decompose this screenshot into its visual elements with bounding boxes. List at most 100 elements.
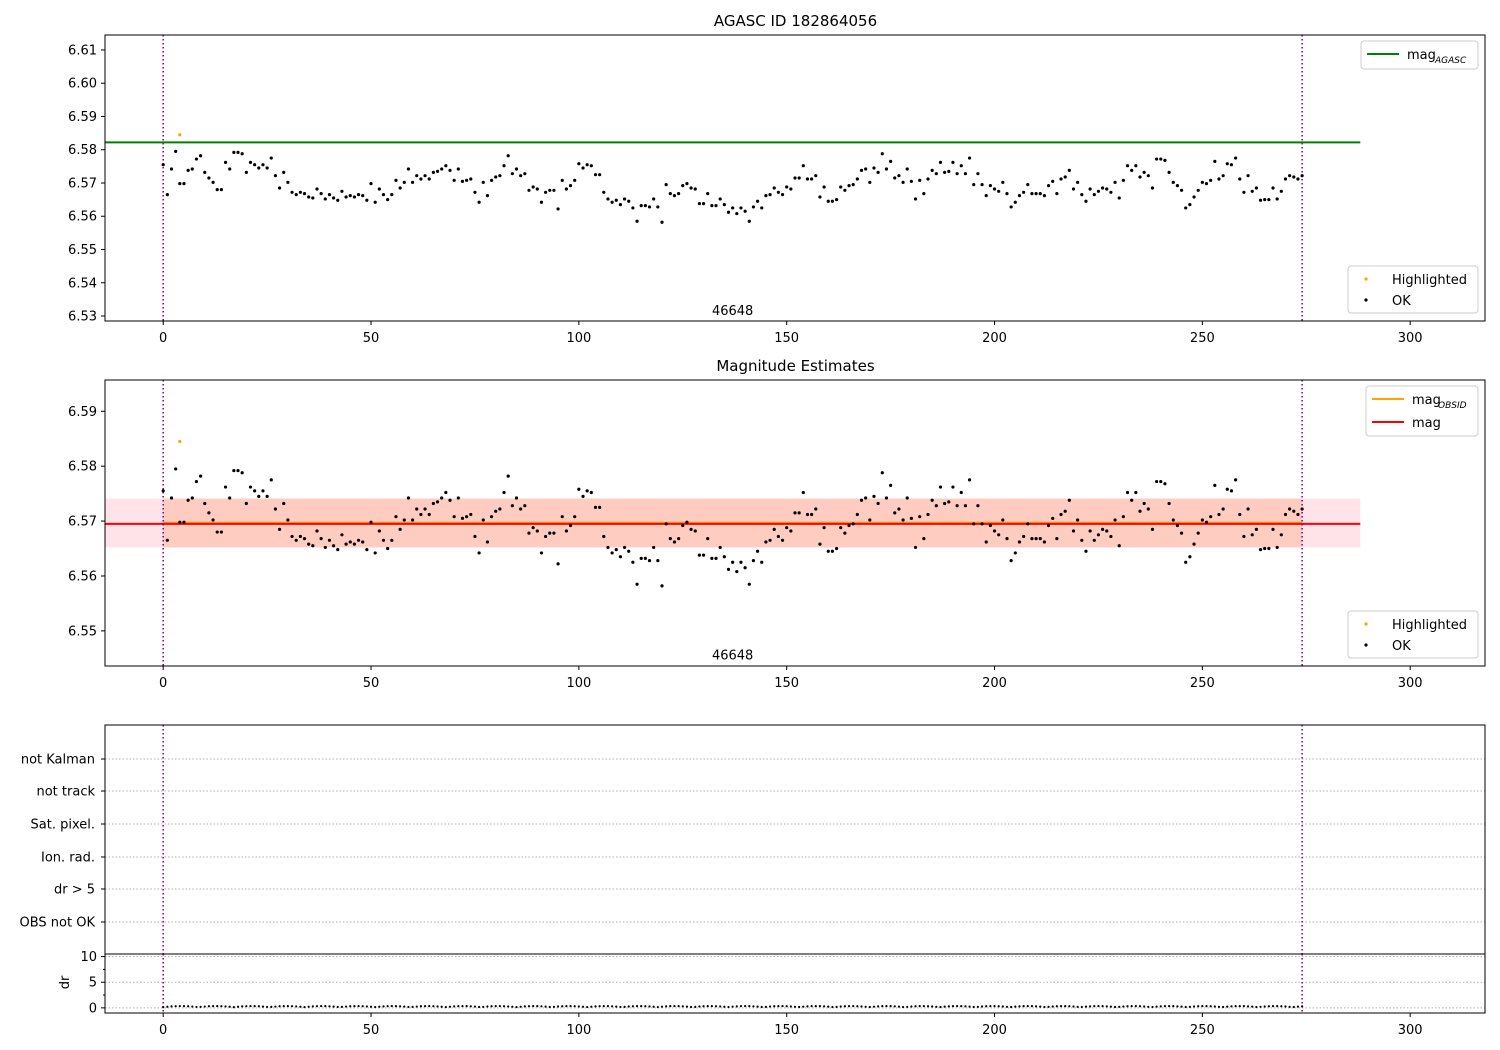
ok-point (440, 167, 444, 171)
ok-point (1063, 175, 1067, 179)
ok-point (1051, 179, 1055, 183)
ok-point (485, 194, 490, 198)
ok-point (415, 507, 419, 511)
ok-point (851, 522, 855, 526)
ok-point (248, 160, 253, 164)
dr-point (332, 1005, 335, 1008)
dr-point (274, 1005, 277, 1008)
ok-point (1038, 537, 1042, 541)
ok-point (606, 197, 610, 201)
ok-point (1283, 512, 1288, 517)
dr-point (498, 1004, 501, 1008)
dr-point (573, 1005, 576, 1008)
ok-point (523, 504, 527, 508)
ok-point (398, 527, 402, 531)
highlighted-point (178, 133, 182, 137)
ok-point (1071, 187, 1076, 191)
ok-point (394, 515, 398, 519)
dr-point (1089, 1005, 1092, 1008)
ok-point (460, 179, 465, 183)
ok-point (573, 178, 577, 182)
dr-point (1301, 1005, 1304, 1008)
ok-point (697, 202, 701, 206)
ok-point (889, 159, 893, 163)
ok-point (951, 160, 955, 164)
dr-point (469, 1005, 472, 1008)
dr-point (1022, 1005, 1025, 1008)
ok-point (1275, 545, 1279, 550)
dr-point (1296, 1005, 1300, 1008)
ok-point (1279, 189, 1283, 193)
legend-agasc-subscript: AGASC (1434, 56, 1467, 66)
ok-point (913, 545, 918, 550)
ok-point (776, 190, 780, 194)
legend-box (1347, 265, 1479, 314)
dr-point (532, 1004, 535, 1008)
ok-point (402, 180, 406, 184)
flag-label: OBS not OK (20, 916, 96, 931)
ok-point (277, 527, 282, 531)
ok-point (589, 490, 593, 495)
ok-point (307, 542, 311, 546)
ok-point (294, 538, 298, 542)
ok-point (568, 184, 573, 188)
ok-point (1088, 529, 1092, 533)
dr-point (257, 1005, 260, 1008)
dr-point (964, 1005, 967, 1008)
dr-point (403, 1005, 406, 1008)
ok-point (598, 505, 602, 509)
ok-point (232, 150, 236, 154)
ok-point (361, 540, 365, 544)
ok-point (1263, 546, 1267, 551)
ok-point (577, 162, 581, 166)
ok-point (514, 167, 519, 171)
dr-point (1055, 1005, 1058, 1008)
dr-point (731, 1005, 734, 1008)
ok-point (1179, 188, 1184, 192)
dr-point (685, 1005, 689, 1008)
ok-point (244, 170, 248, 174)
flags-panel: not Kalman not track Sat. pixel. Ion. rad. d… (20, 724, 1486, 955)
ok-point (186, 168, 190, 172)
ok-point (219, 530, 223, 534)
dr-point (523, 1005, 526, 1008)
ok-point (1059, 512, 1063, 517)
ok-point (647, 205, 652, 209)
dr-point (556, 1005, 560, 1008)
dr-point (719, 1005, 722, 1008)
ok-point (710, 556, 714, 561)
ok-point (785, 185, 789, 189)
ok-point (868, 518, 872, 522)
ok-point (959, 164, 963, 168)
obsid-label: 46648 (712, 649, 753, 664)
ok-point (739, 560, 743, 564)
ok-point (905, 167, 909, 171)
ok-point (830, 549, 835, 553)
ok-point (818, 195, 822, 199)
dr-point (527, 1005, 531, 1008)
ok-point (1225, 487, 1229, 491)
ok-point (174, 467, 178, 471)
ok-point (913, 197, 918, 201)
ok-point (419, 177, 423, 181)
ok-point (685, 182, 689, 186)
ok-point (1267, 546, 1271, 551)
y-tick-label: 6.57 (68, 515, 97, 530)
ok-point (236, 150, 240, 154)
ok-point (768, 538, 772, 542)
dr-point (548, 1005, 551, 1009)
ok-point (307, 195, 311, 199)
dr-point (768, 1005, 772, 1008)
ok-point (706, 192, 710, 196)
dr-point (1238, 1004, 1241, 1008)
ok-point (660, 584, 664, 588)
dr-point (1018, 1005, 1021, 1008)
ok-point (1046, 184, 1051, 188)
dr-point (1122, 1005, 1125, 1008)
ok-point (726, 210, 731, 214)
dr-point (1176, 1005, 1179, 1008)
ok-point (1267, 198, 1271, 202)
ok-point (506, 474, 510, 478)
dr-point (1126, 1005, 1129, 1008)
